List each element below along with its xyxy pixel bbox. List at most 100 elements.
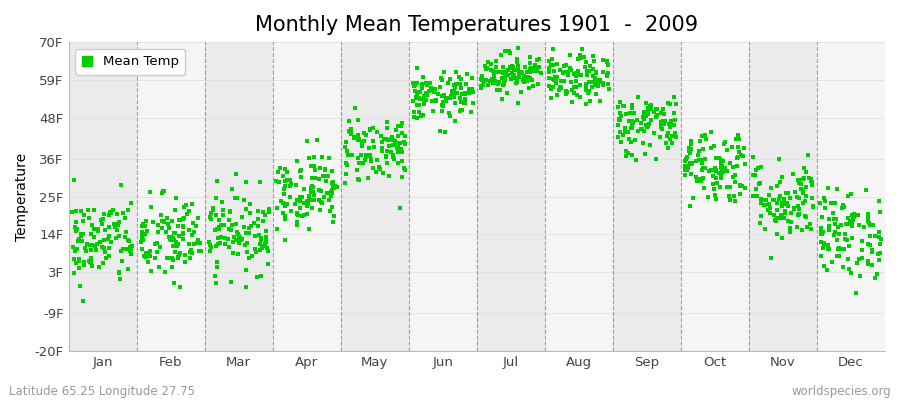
Point xyxy=(154,212,168,218)
Point xyxy=(762,192,777,198)
Point xyxy=(754,164,769,170)
Point xyxy=(84,260,98,266)
Point xyxy=(104,210,118,216)
Point xyxy=(840,237,854,243)
Point xyxy=(447,94,462,101)
Point xyxy=(101,236,115,242)
Point xyxy=(507,74,521,80)
Point xyxy=(380,160,394,166)
Point xyxy=(777,196,791,202)
Point xyxy=(707,192,722,198)
Point xyxy=(488,78,502,84)
Point xyxy=(391,145,405,151)
Point xyxy=(494,52,508,58)
Point xyxy=(768,216,782,223)
Point xyxy=(657,121,671,128)
Point xyxy=(508,74,522,81)
Point xyxy=(411,109,426,116)
Point xyxy=(322,154,337,161)
Point xyxy=(828,221,842,227)
Point xyxy=(547,77,562,83)
Point xyxy=(502,50,517,56)
Point xyxy=(611,122,625,128)
Point xyxy=(280,201,294,207)
Point xyxy=(413,96,428,102)
Point xyxy=(816,229,831,236)
Point xyxy=(610,122,625,129)
Point xyxy=(641,111,655,118)
Point xyxy=(212,226,226,232)
Point xyxy=(498,73,512,79)
Point xyxy=(437,92,452,98)
Point xyxy=(695,132,709,139)
Point xyxy=(464,108,479,115)
Point xyxy=(297,200,311,207)
Point xyxy=(390,141,404,148)
Point xyxy=(591,81,606,88)
Point xyxy=(284,208,299,214)
Point xyxy=(641,108,655,114)
Point xyxy=(341,118,356,124)
Point xyxy=(843,191,858,197)
Point xyxy=(238,284,253,291)
Point xyxy=(421,87,436,94)
Point xyxy=(356,138,371,144)
Point xyxy=(613,117,627,123)
Point xyxy=(209,243,223,249)
Point xyxy=(552,86,566,93)
Point xyxy=(683,160,698,166)
Point xyxy=(489,64,503,70)
Point xyxy=(235,214,249,221)
Point xyxy=(571,68,585,74)
Point xyxy=(649,114,663,120)
Point xyxy=(600,70,615,76)
Point xyxy=(770,231,784,237)
Point xyxy=(358,154,373,160)
Point xyxy=(396,165,410,171)
Point xyxy=(543,65,557,72)
Point xyxy=(492,69,507,75)
Point xyxy=(720,184,734,190)
Point xyxy=(166,237,181,243)
Point xyxy=(661,130,675,136)
Point xyxy=(271,169,285,175)
Point xyxy=(84,255,98,261)
Point xyxy=(499,48,513,54)
Point xyxy=(438,96,453,102)
Point xyxy=(865,249,879,256)
Point xyxy=(103,233,117,240)
Point xyxy=(814,252,828,259)
Point xyxy=(87,207,102,213)
Point xyxy=(87,243,102,249)
Point xyxy=(156,188,170,194)
Point xyxy=(203,242,218,248)
Point xyxy=(238,242,252,248)
Point xyxy=(646,130,661,136)
Point xyxy=(738,185,752,192)
Point xyxy=(748,172,762,178)
Point xyxy=(487,72,501,78)
Point xyxy=(153,244,167,250)
Point xyxy=(302,226,316,232)
Point xyxy=(238,196,252,203)
Point xyxy=(364,156,378,162)
Point xyxy=(453,94,467,101)
Point xyxy=(80,241,94,248)
Point xyxy=(273,165,287,171)
Point xyxy=(586,78,600,85)
Point xyxy=(397,138,411,145)
Point xyxy=(104,239,118,245)
Point xyxy=(296,186,310,192)
Point xyxy=(520,69,535,75)
Point xyxy=(412,101,427,108)
Point xyxy=(293,168,308,174)
Point xyxy=(720,147,734,154)
Point xyxy=(814,225,829,232)
Point xyxy=(649,106,663,112)
Point xyxy=(772,196,787,203)
Point xyxy=(238,179,253,185)
Point xyxy=(728,179,742,185)
Point xyxy=(577,54,591,60)
Point xyxy=(580,68,594,74)
Point xyxy=(643,103,657,109)
